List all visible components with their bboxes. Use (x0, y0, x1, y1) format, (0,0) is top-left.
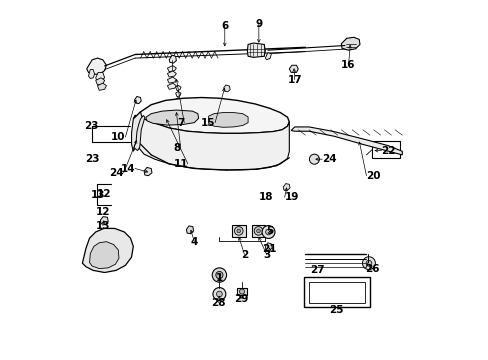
Polygon shape (167, 77, 176, 83)
Circle shape (366, 260, 371, 266)
Polygon shape (133, 98, 289, 134)
Polygon shape (96, 72, 104, 80)
Polygon shape (167, 83, 176, 89)
Circle shape (237, 151, 244, 157)
Circle shape (196, 149, 206, 159)
Text: 6: 6 (221, 21, 228, 31)
Circle shape (254, 226, 262, 235)
Text: 4: 4 (190, 237, 198, 247)
Polygon shape (175, 98, 181, 103)
Text: 19: 19 (284, 192, 299, 202)
Circle shape (234, 148, 247, 161)
Text: 12: 12 (97, 189, 111, 199)
Polygon shape (97, 83, 106, 90)
Text: 25: 25 (328, 305, 343, 315)
Text: 26: 26 (365, 264, 379, 274)
Polygon shape (134, 116, 144, 150)
Text: 10: 10 (111, 132, 125, 142)
Text: 14: 14 (120, 163, 135, 174)
Text: 13: 13 (95, 221, 110, 231)
Text: 24: 24 (322, 154, 336, 164)
Text: 18: 18 (258, 192, 273, 202)
Bar (236, 288, 247, 296)
Polygon shape (134, 96, 141, 104)
Circle shape (176, 150, 183, 156)
Circle shape (309, 154, 319, 164)
Circle shape (187, 151, 193, 157)
Bar (303, 277, 369, 307)
Polygon shape (341, 37, 359, 50)
Text: 21: 21 (262, 244, 276, 254)
Text: 8: 8 (173, 143, 180, 153)
Circle shape (256, 229, 260, 233)
Polygon shape (144, 167, 152, 176)
Circle shape (184, 148, 196, 160)
Polygon shape (289, 65, 298, 72)
Polygon shape (247, 43, 265, 57)
Text: 5: 5 (265, 226, 273, 236)
Text: 2: 2 (241, 249, 247, 260)
Text: 29: 29 (233, 294, 247, 304)
Text: 23: 23 (85, 154, 99, 164)
Polygon shape (265, 53, 271, 60)
Polygon shape (283, 184, 289, 191)
Text: 17: 17 (287, 75, 302, 85)
Text: 24: 24 (109, 168, 123, 178)
Polygon shape (86, 58, 106, 74)
Polygon shape (137, 118, 289, 170)
Polygon shape (223, 85, 230, 92)
Polygon shape (290, 127, 402, 155)
Polygon shape (265, 243, 271, 251)
Polygon shape (164, 116, 171, 123)
Text: 11: 11 (173, 159, 187, 169)
Polygon shape (145, 110, 198, 125)
Polygon shape (100, 217, 108, 225)
Polygon shape (167, 66, 176, 72)
Polygon shape (82, 228, 133, 273)
Text: 9: 9 (255, 19, 262, 29)
Bar (231, 225, 245, 237)
Text: 28: 28 (211, 298, 225, 308)
Polygon shape (175, 91, 181, 97)
Circle shape (237, 229, 240, 233)
Circle shape (262, 226, 274, 238)
Bar (251, 225, 265, 237)
Bar (371, 141, 400, 158)
Polygon shape (175, 104, 181, 109)
Text: 27: 27 (309, 265, 324, 275)
Text: 22: 22 (381, 145, 395, 156)
Polygon shape (208, 113, 247, 127)
Circle shape (265, 229, 271, 235)
Circle shape (131, 134, 142, 145)
Bar (308, 282, 364, 303)
Polygon shape (96, 78, 104, 85)
Text: 23: 23 (83, 121, 98, 131)
Text: 16: 16 (341, 60, 355, 70)
Circle shape (212, 288, 225, 301)
Circle shape (215, 271, 223, 279)
Text: 3: 3 (263, 249, 270, 260)
Polygon shape (89, 242, 119, 269)
Text: 15: 15 (200, 118, 215, 128)
Text: 20: 20 (366, 171, 380, 181)
Text: 1: 1 (215, 273, 223, 283)
Polygon shape (167, 71, 176, 77)
Text: 12: 12 (95, 207, 110, 217)
Polygon shape (169, 55, 176, 63)
Circle shape (134, 137, 139, 142)
Polygon shape (186, 226, 193, 234)
Text: 7: 7 (177, 118, 184, 128)
Polygon shape (175, 85, 181, 91)
Circle shape (239, 289, 244, 294)
Circle shape (199, 152, 203, 157)
Polygon shape (131, 112, 142, 151)
Circle shape (362, 257, 375, 270)
Circle shape (173, 147, 186, 159)
Circle shape (212, 268, 226, 282)
Circle shape (234, 226, 243, 235)
Text: 13: 13 (91, 190, 105, 200)
Circle shape (216, 291, 222, 297)
Polygon shape (88, 69, 94, 78)
